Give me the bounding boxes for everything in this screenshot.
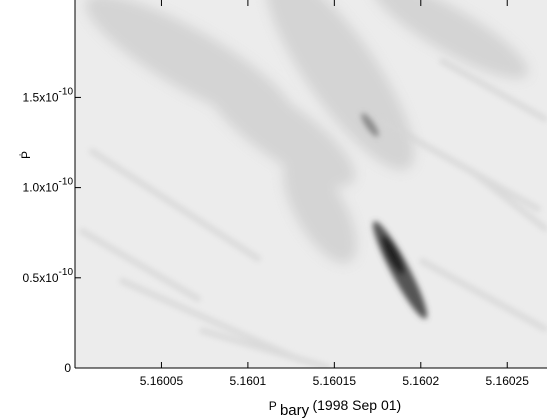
y-axis-label: Ṗ (19, 151, 33, 159)
x-tick-label: 5.16015 (313, 374, 357, 388)
density-image (75, 0, 547, 368)
x-tick-label: 5.16005 (140, 374, 184, 388)
y-tick-exponent: -10 (59, 86, 74, 97)
x-tick-label: 5.1601 (230, 374, 267, 388)
y-tick-label: 1.0x10-10 (23, 177, 74, 195)
y-tick-exponent: -10 (59, 267, 74, 278)
y-tick-exponent: -10 (59, 177, 74, 188)
y-tick-mantissa: 0.5x10 (23, 271, 59, 285)
y-tick-label: 0 (64, 361, 71, 375)
y-tick-mantissa: 1.5x10 (23, 90, 59, 104)
x-label-symbol: P (269, 399, 277, 413)
x-tick-label: 5.16025 (486, 374, 530, 388)
y-tick-label: 0.5x10-10 (23, 267, 74, 285)
x-label-text: (1998 Sep 01) (312, 397, 401, 413)
x-label-subscript: bary (280, 402, 310, 418)
x-axis-label: P bary (1998 Sep 01) (269, 397, 401, 418)
x-tick-label: 5.1602 (402, 374, 439, 388)
y-tick-label: 1.5x10-10 (23, 86, 74, 104)
y-tick-mantissa: 1.0x10 (23, 181, 59, 195)
